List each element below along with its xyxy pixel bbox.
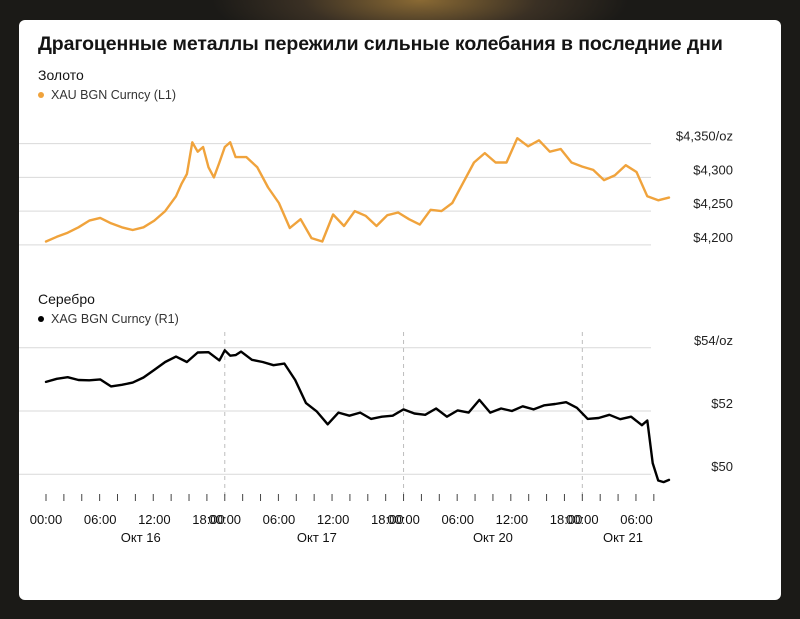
x-day-label: Окт 17 [297,530,337,545]
x-time-tick-label: 12:00 [317,512,350,527]
x-time-tick-label: 12:00 [496,512,529,527]
gold-y-tick-label: $4,350/oz [676,129,733,144]
x-time-tick-label: 00:00 [209,512,242,527]
silver-y-tick-label: $50 [711,459,733,474]
x-time-tick-label: 12:00 [138,512,171,527]
x-time-tick-label: 06:00 [84,512,117,527]
silver-legend-label: XAG BGN Curncy (R1) [51,312,179,326]
x-time-tick-label: 18:00 [550,512,583,527]
x-time-tick-label: 18:00 [371,512,404,527]
chart-canvas: $4,350/oz $4,300 $4,250 $4,200 $54/oz $52 $50 0… [19,129,733,545]
gold-y-tick-label: $4,200 [693,230,733,245]
gold-price-line [44,136,671,243]
gold-panel-label: Золото [38,67,84,83]
silver-y-tick-label: $52 [711,396,733,411]
silver-y-tick-label: $54/oz [694,333,733,348]
gold-legend-label: XAU BGN Curncy (L1) [51,88,177,102]
x-time-tick-label: 00:00 [566,512,599,527]
x-day-label: Окт 16 [121,530,161,545]
x-time-tick-label: 00:00 [30,512,63,527]
silver-price-line [44,349,671,484]
x-time-tick-label: 06:00 [263,512,296,527]
x-time-tick-label: 06:00 [441,512,474,527]
x-day-label: Окт 21 [603,530,643,545]
chart-card: Драгоценные металлы пережили сильные кол… [19,20,781,600]
gold-legend: XAU BGN Curncy (L1) [38,88,176,102]
x-day-label: Окт 20 [473,530,513,545]
x-time-tick-label: 00:00 [387,512,420,527]
gold-y-tick-label: $4,250 [693,196,733,211]
x-time-tick-label: 06:00 [620,512,653,527]
chart-title: Драгоценные металлы пережили сильные кол… [38,33,723,55]
x-time-tick-label: 18:00 [192,512,225,527]
silver-legend: XAG BGN Curncy (R1) [38,312,179,326]
gold-legend-marker [38,92,44,98]
gold-y-tick-label: $4,300 [693,162,733,177]
silver-panel-label: Серебро [38,291,95,307]
silver-legend-marker [38,316,44,322]
